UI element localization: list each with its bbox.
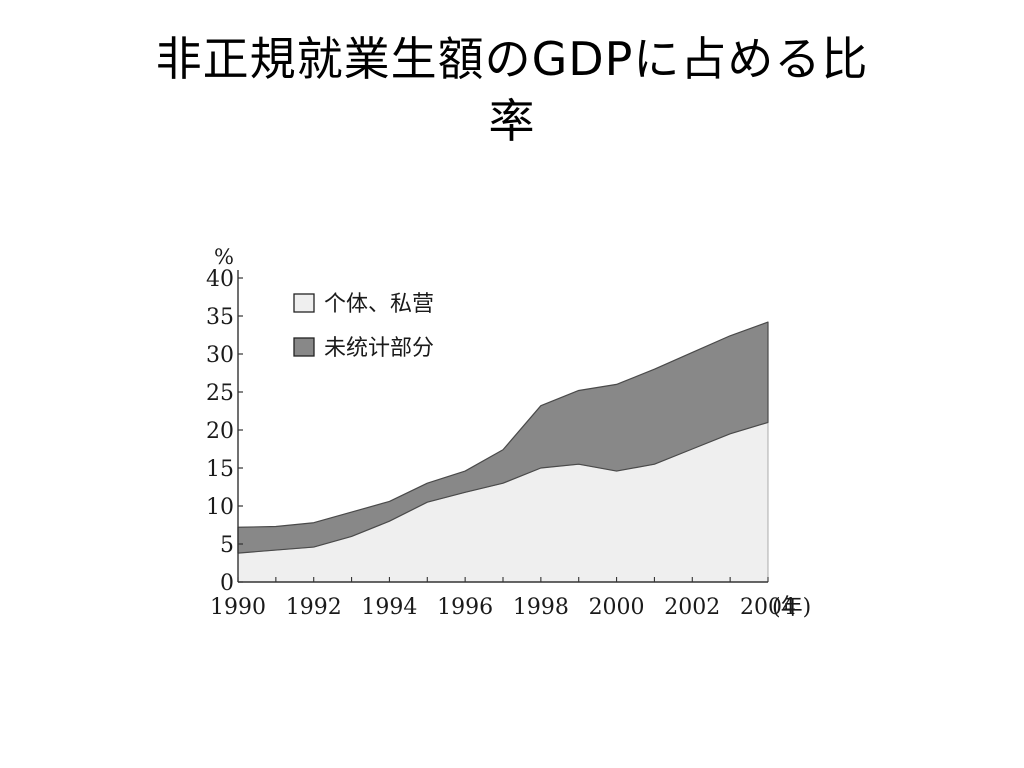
chart: 0 5 10 15 20 25 30 35 40% 1990 1992 1994 1996 1998 200… [200, 232, 860, 632]
y-tick-label: 25 [206, 381, 234, 406]
series-area-2 [237, 321, 769, 554]
x-tick-label: 1998 [513, 595, 569, 620]
x-tick-label: 2000 [589, 595, 645, 620]
y-tick-label: 0 [220, 571, 234, 596]
y-tick-label: 20 [206, 419, 234, 444]
y-tick-label: 35 [206, 305, 234, 330]
x-tick-label: 1992 [286, 595, 342, 620]
y-tick-label: 5 [220, 533, 234, 558]
x-tick-label: 1994 [361, 595, 417, 620]
x-tick-label: 2004 [740, 595, 796, 620]
y-tick-label: 10 [206, 495, 234, 520]
legend-label-2: 未统计部分 [324, 336, 434, 361]
legend-label-1: 个体、私营 [324, 292, 434, 317]
slide-title-line-2: 率 [488, 94, 536, 148]
y-tick-label: 15 [206, 457, 234, 482]
y-tick-label: 30 [206, 343, 234, 368]
legend-swatch-2 [293, 337, 315, 357]
slide-title-line-1: 非正規就業生額のGDPに占める比 [155, 32, 869, 86]
slide-title: 非正規就業生額のGDPに占める比 率 [60, 28, 964, 152]
x-tick-label: 1996 [437, 595, 493, 620]
legend-swatch-1 [293, 293, 315, 313]
y-tick-label: 40 [206, 267, 234, 292]
chart-svg: 0 5 10 15 20 25 30 35 40% 1990 1992 1994 1996 1998 200… [206, 245, 811, 620]
x-tick-label: 2002 [664, 595, 720, 620]
x-tick-label: 1990 [210, 595, 266, 620]
x-unit-label: (年) [772, 595, 811, 620]
y-unit-label: % [214, 245, 234, 269]
